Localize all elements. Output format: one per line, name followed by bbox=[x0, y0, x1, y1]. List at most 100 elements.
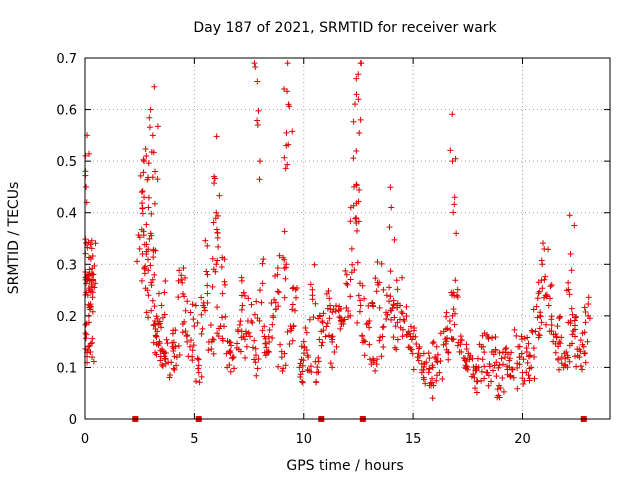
data-point bbox=[552, 349, 559, 356]
chart-title: Day 187 of 2021, SRMTID for receiver war… bbox=[193, 20, 497, 36]
data-point bbox=[207, 322, 214, 329]
data-point bbox=[209, 255, 216, 262]
data-point bbox=[355, 218, 362, 225]
data-point bbox=[571, 322, 578, 329]
data-point bbox=[143, 241, 150, 248]
data-point bbox=[182, 307, 189, 314]
data-point bbox=[311, 261, 318, 268]
data-point bbox=[314, 364, 321, 371]
data-point bbox=[201, 304, 208, 311]
data-point bbox=[485, 382, 492, 389]
data-point bbox=[204, 242, 211, 249]
data-point bbox=[481, 363, 488, 370]
data-point bbox=[530, 345, 537, 352]
data-point bbox=[390, 301, 397, 308]
data-point bbox=[353, 147, 360, 154]
data-point bbox=[326, 315, 333, 322]
data-point bbox=[138, 189, 145, 196]
data-point bbox=[452, 155, 459, 162]
data-point bbox=[573, 313, 580, 320]
data-point bbox=[408, 336, 415, 343]
data-point bbox=[190, 316, 197, 323]
data-point bbox=[374, 259, 381, 266]
data-point bbox=[224, 364, 231, 371]
data-point bbox=[86, 254, 93, 261]
data-point bbox=[572, 333, 578, 340]
data-point bbox=[87, 241, 94, 248]
data-point bbox=[192, 378, 199, 385]
data-point bbox=[192, 302, 199, 309]
data-point bbox=[383, 292, 390, 299]
data-point bbox=[92, 240, 99, 247]
data-point bbox=[555, 355, 562, 362]
data-point bbox=[442, 336, 449, 343]
data-point bbox=[253, 372, 260, 379]
data-point bbox=[139, 205, 146, 212]
data-point bbox=[276, 252, 283, 259]
data-point bbox=[498, 355, 505, 362]
data-point bbox=[499, 375, 506, 382]
data-point bbox=[285, 101, 292, 108]
data-point bbox=[236, 321, 243, 328]
data-point bbox=[571, 317, 578, 324]
data-point bbox=[357, 302, 364, 309]
data-point bbox=[458, 337, 465, 344]
data-point bbox=[520, 380, 527, 387]
data-point bbox=[380, 286, 387, 293]
data-point bbox=[577, 337, 584, 344]
data-point bbox=[474, 355, 481, 362]
data-point bbox=[492, 333, 499, 340]
data-point bbox=[86, 266, 93, 273]
data-point bbox=[219, 314, 226, 321]
data-point bbox=[543, 321, 550, 328]
x-tick-label: 15 bbox=[405, 432, 422, 447]
data-point bbox=[398, 308, 405, 315]
data-point bbox=[361, 295, 368, 302]
data-point bbox=[443, 309, 450, 316]
data-point bbox=[490, 351, 497, 358]
data-point bbox=[199, 325, 206, 332]
data-point bbox=[284, 88, 291, 95]
data-point bbox=[143, 221, 150, 228]
data-point bbox=[133, 258, 140, 265]
data-point bbox=[494, 386, 501, 393]
data-point bbox=[213, 133, 220, 140]
data-point bbox=[154, 123, 161, 130]
data-point bbox=[422, 380, 429, 387]
data-point bbox=[415, 357, 422, 364]
data-point bbox=[548, 313, 555, 320]
data-point bbox=[316, 312, 323, 319]
data-point bbox=[89, 253, 96, 260]
data-point bbox=[320, 327, 327, 334]
data-point bbox=[565, 354, 572, 361]
data-point bbox=[327, 360, 334, 367]
data-point bbox=[451, 194, 458, 201]
data-point bbox=[175, 294, 182, 301]
data-point bbox=[282, 264, 289, 271]
data-point bbox=[178, 272, 185, 279]
data-point bbox=[318, 342, 325, 349]
data-point bbox=[148, 279, 155, 286]
data-point bbox=[149, 132, 156, 139]
data-point bbox=[155, 290, 162, 297]
y-tick-label: 0.3 bbox=[56, 258, 77, 273]
data-point bbox=[579, 341, 586, 348]
data-point bbox=[144, 256, 151, 263]
data-point bbox=[384, 311, 391, 318]
data-point bbox=[194, 319, 201, 326]
data-point bbox=[159, 346, 166, 353]
data-point bbox=[565, 279, 572, 286]
x-tick-labels: 0 5 10 15 20 bbox=[81, 432, 531, 447]
data-point bbox=[83, 280, 90, 287]
data-point bbox=[170, 339, 177, 346]
data-point bbox=[158, 324, 165, 331]
data-point bbox=[450, 289, 457, 296]
data-point bbox=[347, 312, 354, 319]
data-point bbox=[287, 327, 294, 334]
data-point bbox=[216, 192, 223, 199]
data-point bbox=[454, 286, 461, 293]
data-point bbox=[386, 284, 393, 291]
data-point bbox=[266, 339, 273, 346]
data-point bbox=[481, 375, 488, 382]
data-point bbox=[161, 311, 168, 318]
